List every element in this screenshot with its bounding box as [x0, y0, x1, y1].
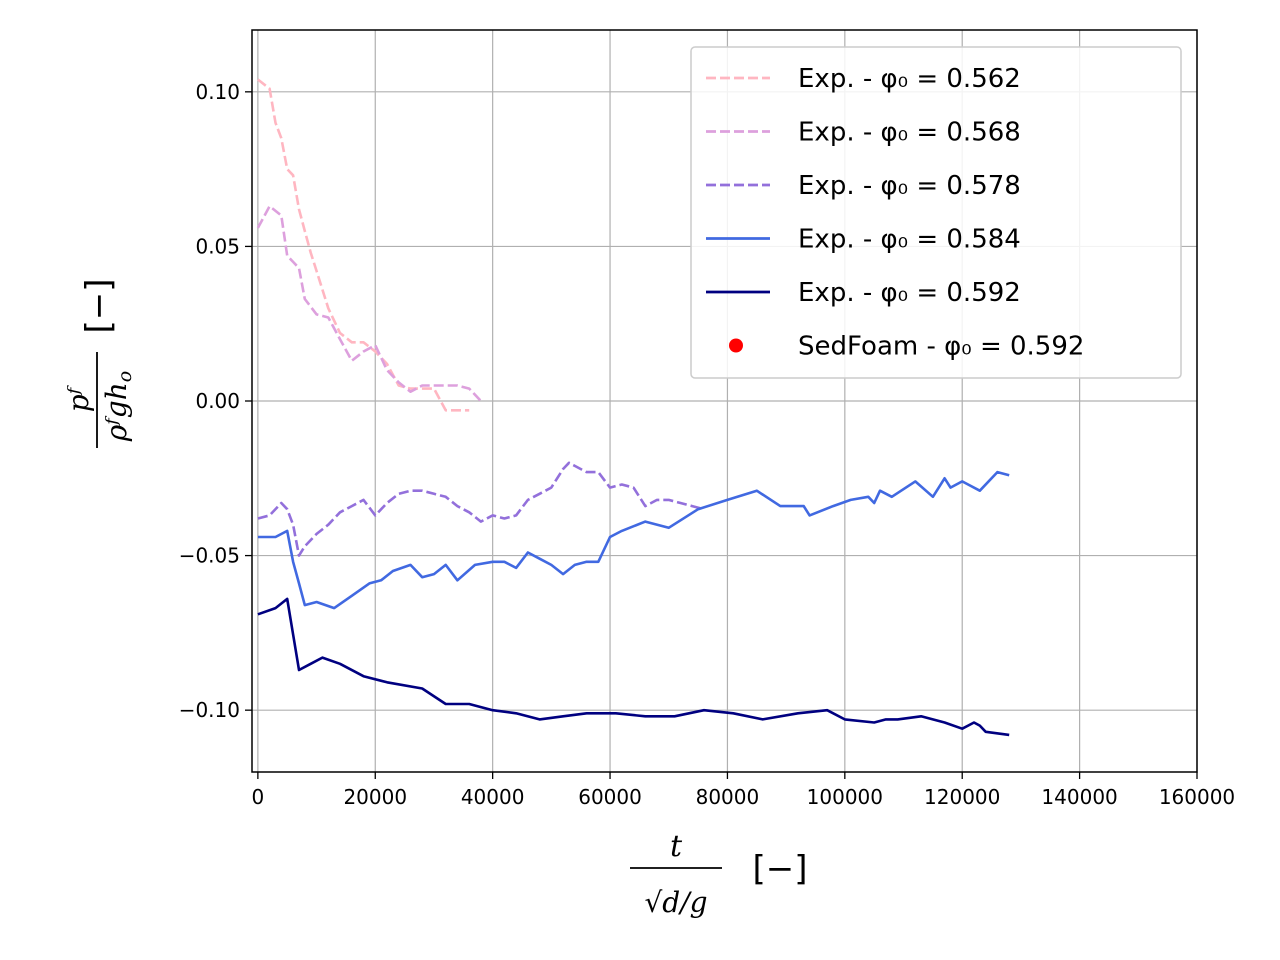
x-axis-label: t √d/g [−] [630, 829, 808, 919]
y-tick-label: 0.00 [195, 389, 240, 413]
legend-box [690, 46, 1182, 379]
legend-label-5: Exp. - φ₀ = 0.592 [798, 278, 1021, 308]
legend-label-6: SedFoam - φ₀ = 0.592 [798, 332, 1084, 362]
series-line-3 [257, 461, 705, 557]
legend: Exp. - φ₀ = 0.562 Exp. - φ₀ = 0.568 Exp. -… [690, 46, 1182, 379]
series-line-1 [257, 78, 470, 412]
series-line-5 [257, 597, 1010, 737]
x-tick-label: 160000 [1159, 785, 1235, 809]
series-line-2 [256, 204, 482, 402]
legend-marker-6 [729, 338, 743, 353]
legend-label-4: Exp. - φ₀ = 0.584 [798, 225, 1021, 255]
y-tick-label: −0.05 [179, 544, 240, 568]
series-layer [256, 78, 1010, 737]
y-tick-label: 0.10 [195, 80, 240, 104]
x-tick-label: 0 [252, 785, 265, 809]
x-tick-label: 140000 [1041, 785, 1117, 809]
y-label-denominator-sub: o [114, 371, 136, 382]
x-label-numerator: t [670, 829, 683, 864]
y-label-numerator: pᶠ [62, 384, 95, 412]
x-tick-label: 80000 [696, 785, 760, 809]
x-tick-label: 100000 [807, 785, 883, 809]
y-axis-label: pᶠ ρᶠgho [−] [62, 278, 136, 448]
legend-label-3: Exp. - φ₀ = 0.578 [798, 171, 1021, 201]
legend-entries: Exp. - φ₀ = 0.562 Exp. - φ₀ = 0.568 Exp. -… [706, 64, 1084, 362]
x-tick-label: 20000 [343, 785, 407, 809]
legend-label-1: Exp. - φ₀ = 0.562 [798, 64, 1021, 94]
x-tick-label: 60000 [578, 785, 642, 809]
x-tick-label: 120000 [924, 785, 1000, 809]
y-tick-label: 0.05 [195, 234, 240, 258]
y-label-unit: [−] [79, 278, 119, 333]
tick-layer: 0 20000 40000 60000 80000 100000 120000 140000 1… [179, 80, 1235, 809]
x-label-denominator: √d/g [644, 886, 707, 919]
y-label-denominator: ρᶠgho [100, 371, 136, 442]
legend-label-2: Exp. - φ₀ = 0.568 [798, 118, 1021, 148]
x-tick-label: 40000 [461, 785, 525, 809]
x-label-unit: [−] [752, 849, 807, 889]
series-line-4 [257, 470, 1010, 610]
y-tick-label: −0.10 [179, 698, 240, 722]
